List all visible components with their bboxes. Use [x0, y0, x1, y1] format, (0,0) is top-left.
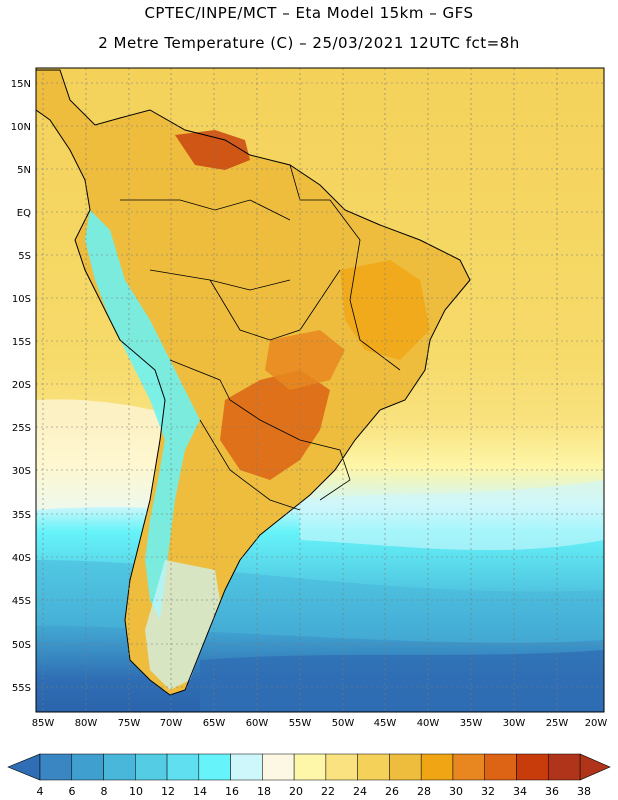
hot-core-north [175, 130, 250, 170]
lat-label: 5S [18, 251, 31, 262]
lat-label: 50S [12, 640, 31, 651]
colorbar-label: 16 [225, 785, 239, 798]
colorbar-swatch [389, 753, 422, 781]
colorbar-swatch [166, 753, 200, 781]
andes-cold-strip [85, 210, 200, 620]
colorbar-swatch [262, 753, 295, 781]
map-frame [35, 67, 605, 713]
chart-title-line2: 2 Metre Temperature (C) – 25/03/2021 12U… [98, 34, 520, 52]
colorbar-label: 38 [577, 785, 591, 798]
lat-label: 55S [12, 683, 31, 694]
lon-label: 25W [546, 718, 569, 729]
southern-band-2 [200, 650, 604, 712]
lon-label: 80W [75, 718, 98, 729]
colorbar-swatch [420, 753, 454, 781]
colorbar-label: 4 [37, 785, 44, 798]
colorbar-swatch [71, 753, 104, 781]
lon-label: 70W [160, 718, 183, 729]
hot-core-central [265, 330, 345, 390]
lon-label: 40W [417, 718, 440, 729]
colorbar-label: 10 [129, 785, 143, 798]
lat-label: 10N [11, 122, 31, 133]
lat-label: 10S [12, 294, 31, 305]
lon-label: 20W [585, 718, 608, 729]
colorbar-swatch [325, 753, 358, 781]
colorbar-swatch [198, 753, 231, 781]
colorbar-right-arrow [579, 753, 611, 781]
coastline [36, 69, 471, 696]
latitude-labels: 15N 10N 5N EQ 5S 10S 15S 20S 25S 30S 35S… [11, 79, 31, 694]
lat-label: 40S [12, 553, 31, 564]
lat-label: 45S [12, 596, 31, 607]
colorbar-swatch [516, 753, 549, 781]
lat-label: 30S [12, 466, 31, 477]
colorbar: 4 6 8 10 12 14 16 18 20 22 24 26 28 30 3… [7, 753, 611, 798]
lon-label: 75W [118, 718, 141, 729]
colorbar-swatch [135, 753, 168, 781]
colorbar-label: 12 [161, 785, 175, 798]
lat-label: 25S [12, 423, 31, 434]
lat-label: 20S [12, 380, 31, 391]
hot-core-south [220, 370, 330, 480]
lat-label: 5N [17, 165, 31, 176]
lon-label: 50W [332, 718, 355, 729]
lat-label: 15N [11, 79, 31, 90]
colorbar-left-arrow [7, 753, 41, 781]
colorbar-label: 26 [385, 785, 399, 798]
colorbar-label: 8 [101, 785, 108, 798]
graticule [36, 68, 604, 712]
lon-label: 60W [246, 718, 269, 729]
longitude-labels: 85W 80W 75W 70W 65W 60W 55W 50W 45W 40W … [32, 718, 608, 729]
lon-label: 30W [503, 718, 526, 729]
colorbar-label: 14 [193, 785, 207, 798]
colorbar-label: 34 [513, 785, 527, 798]
colorbar-label: 36 [545, 785, 559, 798]
lat-label: 15S [12, 337, 31, 348]
country-borders [120, 164, 401, 511]
colorbar-label: 18 [257, 785, 271, 798]
colorbar-swatch [484, 753, 517, 781]
lon-label: 65W [203, 718, 226, 729]
lat-label: EQ [17, 208, 31, 219]
colorbar-label: 6 [69, 785, 76, 798]
colorbar-swatch [452, 753, 485, 781]
patagonia-cool [145, 560, 220, 690]
colorbar-swatch [230, 753, 263, 781]
colorbar-label: 30 [449, 785, 463, 798]
colorbar-swatch [39, 753, 73, 781]
map-area [36, 68, 604, 712]
atlantic-cool-band [300, 480, 604, 551]
colorbar-swatch [103, 753, 136, 781]
colorbar-swatch [547, 753, 581, 781]
colorbar-swatch [293, 753, 327, 781]
colorbar-label: 24 [353, 785, 367, 798]
south-america-land [36, 70, 470, 695]
lon-label: 55W [289, 718, 312, 729]
lon-label: 85W [32, 718, 55, 729]
lon-label: 35W [460, 718, 483, 729]
colorbar-label: 32 [481, 785, 495, 798]
lat-label: 35S [12, 510, 31, 521]
colorbar-label: 20 [289, 785, 303, 798]
colorbar-label: 28 [417, 785, 431, 798]
chart-title-line1: CPTEC/INPE/MCT – Eta Model 15km – GFS [144, 4, 474, 22]
colorbar-swatch [357, 753, 390, 781]
lon-label: 45W [374, 718, 397, 729]
colorbar-label: 22 [321, 785, 335, 798]
